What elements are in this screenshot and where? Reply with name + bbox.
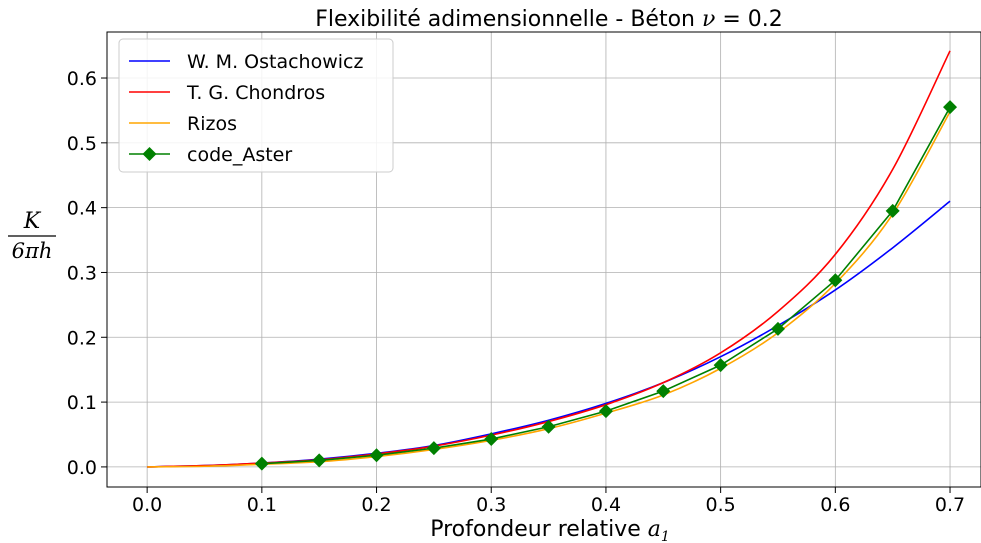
axis-ticks: 0.0 0.1 0.2 0.3 0.4 0.5 0.6 0.7 0.0 0.1 0.2 0.3 0.4 0… [67,68,965,516]
y-tick-label: 0.4 [67,198,97,220]
x-axis-label-subscript: 1 [661,529,670,543]
y-tick-label: 0.1 [67,392,97,414]
x-axis-label-text: Profondeur relative [430,517,648,542]
legend-label-rizos: Rizos [187,113,237,135]
chart-title-text: Flexibilité adimensionnelle - Béton [315,7,702,32]
x-tick-label: 0.3 [476,494,506,516]
y-tick-label: 0.3 [67,262,97,284]
data-point-code-aster [254,456,269,471]
x-axis-label: Profondeur relative a1 [430,517,670,543]
x-tick-label: 0.4 [591,494,621,516]
y-axis-label-denominator: 6πh [12,239,53,263]
x-tick-label: 0.6 [820,494,850,516]
x-tick-label: 0.1 [247,494,277,516]
series-markers [254,100,958,471]
y-tick-label: 0.6 [67,68,97,90]
x-tick-label: 0.7 [935,494,965,516]
legend-box [118,38,394,173]
legend-label-code-aster: code_Aster [187,144,292,166]
legend: W. M. Ostachowicz T. G. Chondros Rizos code… [118,38,394,173]
legend-marker-code-aster [142,147,157,161]
x-axis-label-math: a [648,517,661,542]
chart-title-math-rest: = 0.2 [715,7,782,32]
chart-title: Flexibilité adimensionnelle - Béton ν = … [315,7,783,32]
y-tick-label: 0.5 [67,133,97,155]
data-point-code-aster [312,453,327,468]
legend-entries: W. M. Ostachowicz T. G. Chondros Rizos code… [129,51,363,166]
y-axis-label: K 6πh [8,209,56,263]
data-point-code-aster [713,358,728,373]
y-tick-label: 0.2 [67,327,97,349]
legend-label-w-m-ostachowicz: W. M. Ostachowicz [187,51,363,73]
data-point-code-aster [943,100,958,115]
data-point-code-aster [828,273,843,288]
x-tick-label: 0.2 [361,494,391,516]
data-point-code-aster [541,419,556,434]
chart-title-math-symbol: ν [702,7,715,32]
plot-area-frame [106,31,981,488]
y-axis-label-numerator: K [23,209,42,234]
data-point-code-aster [484,432,499,447]
data-point-code-aster [426,441,441,456]
legend-label-t-g-chondros: T. G. Chondros [186,82,325,104]
data-point-code-aster [885,203,900,218]
x-tick-label: 0.5 [706,494,736,516]
data-point-code-aster [598,404,613,419]
data-point-code-aster [369,448,384,463]
data-point-code-aster [770,321,785,336]
x-tick-label: 0.0 [132,494,162,516]
data-point-code-aster [656,384,671,399]
y-tick-label: 0.0 [67,457,97,479]
